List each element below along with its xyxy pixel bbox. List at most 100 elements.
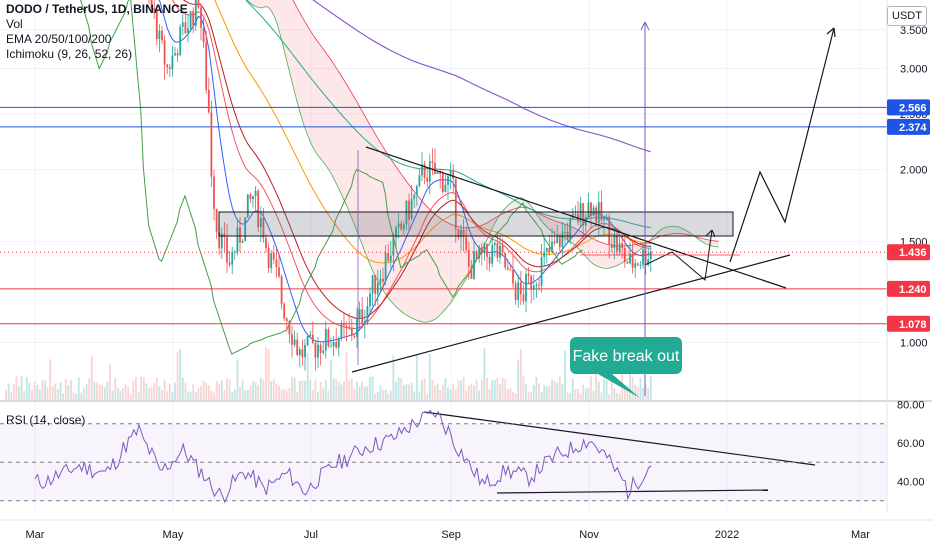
- candle-body: [400, 223, 403, 230]
- candle-body: [530, 275, 533, 290]
- cloud-segment: [682, 228, 685, 235]
- volume-bar: [535, 377, 538, 400]
- volume-bar: [636, 387, 639, 400]
- volume-bar: [634, 384, 637, 400]
- volume-bar: [644, 384, 647, 400]
- price-tick-label: 2.000: [900, 165, 928, 177]
- candle-body: [330, 346, 332, 348]
- candle-body: [254, 190, 257, 197]
- candle-body: [621, 243, 624, 249]
- volume-bar: [473, 385, 475, 400]
- candle-body: [590, 202, 592, 216]
- candle-body: [291, 334, 293, 345]
- volume-bar: [400, 378, 403, 400]
- legend-vol[interactable]: Vol: [6, 17, 23, 31]
- measure-arrowhead: [640, 21, 650, 31]
- callout-pointer: [598, 374, 640, 398]
- candle-body: [525, 273, 527, 302]
- volume-bar: [85, 384, 88, 400]
- candle-body: [176, 53, 179, 56]
- legend-ichimoku[interactable]: Ichimoku (9, 26, 52, 26): [6, 47, 133, 61]
- volume-bar: [150, 386, 153, 400]
- candle-body: [322, 350, 325, 353]
- volume-bar: [218, 384, 221, 400]
- volume-bar: [62, 393, 65, 400]
- cloud-segment: [308, 26, 311, 143]
- trendline-drawings[interactable]: [218, 21, 836, 494]
- rsi-legend[interactable]: RSI (14, close): [6, 413, 86, 427]
- volume-bar: [228, 379, 231, 400]
- candle-body: [595, 207, 598, 223]
- candle-body: [514, 283, 517, 301]
- volume-bar: [283, 389, 286, 400]
- volume-bar: [616, 392, 618, 400]
- volume-bar: [10, 392, 13, 400]
- volume-bar: [116, 387, 119, 400]
- volume-bar: [454, 389, 457, 400]
- volume-bar: [579, 393, 582, 400]
- candle-body: [457, 228, 460, 238]
- candle-body: [252, 196, 254, 200]
- candle-body: [371, 275, 374, 294]
- currency-button[interactable]: USDT: [887, 6, 927, 26]
- candle-body: [582, 203, 585, 226]
- candle-body: [561, 232, 564, 248]
- volume-bar: [106, 381, 109, 400]
- cloud-segment: [513, 199, 516, 210]
- candle-body: [155, 10, 158, 40]
- volume-bar: [298, 381, 301, 400]
- candle-body: [348, 326, 351, 328]
- cloud-segment: [300, 13, 303, 122]
- volume-bar: [577, 388, 579, 400]
- candle-body: [434, 162, 436, 174]
- cloud-segment: [432, 212, 436, 321]
- candle-body: [384, 252, 387, 282]
- volume-bar: [561, 383, 564, 400]
- projection-path-b: [729, 27, 835, 263]
- cloud-segment: [399, 171, 402, 312]
- volume-bar: [449, 389, 452, 400]
- volume-bar: [382, 389, 384, 400]
- candle-body: [415, 186, 418, 195]
- volume-bar: [174, 382, 176, 400]
- volume-bar: [374, 393, 377, 400]
- volume-bar: [460, 380, 462, 400]
- volume-bar: [23, 391, 26, 400]
- volume-bar: [499, 384, 501, 400]
- rsi-tick-label: 40.00: [897, 477, 925, 489]
- cloud-segment: [266, 0, 269, 8]
- volume-bar: [356, 381, 358, 400]
- volume-bar: [545, 386, 548, 400]
- candle-body: [356, 318, 358, 337]
- candle-body: [558, 235, 561, 248]
- candle-body: [314, 342, 317, 358]
- candle-body: [475, 251, 478, 259]
- candle-body: [538, 284, 540, 286]
- candle-body: [249, 194, 252, 200]
- ichimoku-lagging-span: [80, 0, 584, 355]
- volume-bar: [59, 382, 62, 400]
- price-label-text: 1.240: [899, 284, 927, 296]
- volume-bar: [402, 384, 405, 400]
- projection-arrowhead: [705, 229, 716, 238]
- candle-body: [200, 7, 202, 28]
- cloud-segment: [310, 31, 314, 148]
- price-label-text: 1.436: [899, 247, 927, 259]
- volume-bar: [270, 381, 273, 400]
- volume-bar: [293, 377, 296, 400]
- volume-bar: [33, 381, 36, 400]
- legend-symbol[interactable]: DODO / TetherUS, 1D, BINANCE: [6, 2, 188, 16]
- candle-body: [452, 170, 455, 179]
- volume-bar: [18, 386, 20, 400]
- legend-ema[interactable]: EMA 20/50/100/200: [6, 32, 112, 46]
- volume-bar: [90, 355, 93, 400]
- cloud-segment: [510, 201, 514, 211]
- price-label-tag: [887, 118, 930, 135]
- volume-bar: [496, 377, 499, 400]
- candle-body: [418, 175, 421, 187]
- volume-bar: [122, 388, 124, 400]
- candle-body: [246, 194, 249, 218]
- volume-bar: [558, 376, 561, 400]
